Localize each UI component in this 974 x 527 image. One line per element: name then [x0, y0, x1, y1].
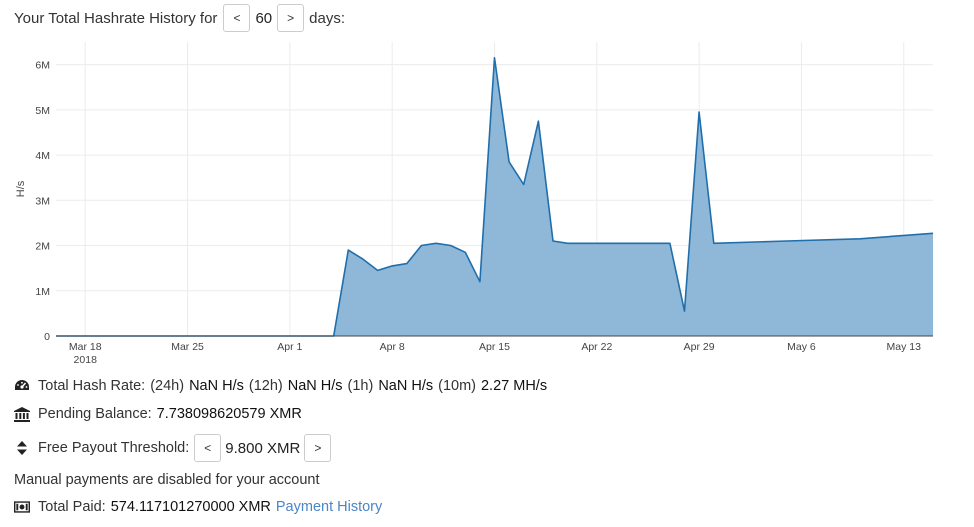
pending-balance-row: Pending Balance: 7.738098620579 XMR: [14, 406, 302, 422]
payout-threshold-label: Free Payout Threshold:: [38, 440, 190, 456]
total-hash-row: Total Hash Rate: (24h) NaN H/s (12h) NaN…: [14, 378, 547, 394]
x-tick-label: Mar 25: [171, 341, 204, 353]
threshold-prev-button[interactable]: <: [194, 434, 222, 462]
total-hash-label: Total Hash Rate:: [38, 378, 146, 394]
manual-payments-note: Manual payments are disabled for your ac…: [14, 472, 320, 488]
hash-10m-period: (10m): [438, 378, 476, 394]
total-paid-label: Total Paid:: [38, 499, 106, 515]
sort-icon: [14, 440, 30, 456]
y-tick-label: 2M: [35, 241, 50, 253]
days-next-button[interactable]: >: [277, 4, 305, 32]
hash-12h-value: NaN H/s: [287, 378, 343, 394]
hashrate-header: Your Total Hashrate History for < 60 > d…: [14, 4, 346, 32]
payout-threshold-row: Free Payout Threshold: < 9.800 XMR >: [14, 434, 332, 462]
threshold-next-button[interactable]: >: [304, 434, 332, 462]
days-value: 60: [255, 9, 273, 27]
x-tick-label: Apr 8: [380, 341, 405, 353]
y-axis-label: H/s: [15, 180, 27, 197]
y-tick-label: 3M: [35, 195, 50, 207]
y-tick-label: 4M: [35, 150, 50, 162]
header-prefix: Your Total Hashrate History for: [14, 9, 218, 27]
x-tick-label: Apr 29: [684, 341, 715, 353]
y-tick-label: 5M: [35, 105, 50, 117]
header-suffix: days:: [309, 9, 346, 27]
total-paid-row: Total Paid: 574.117101270000 XMR Payment…: [14, 499, 382, 515]
dashboard-icon: [14, 378, 30, 394]
pending-balance-label: Pending Balance:: [38, 406, 152, 422]
days-prev-button[interactable]: <: [223, 4, 251, 32]
y-tick-label: 1M: [35, 286, 50, 298]
x-tick-label: May 6: [787, 341, 816, 353]
money-icon: [14, 499, 30, 515]
hash-1h-value: NaN H/s: [378, 378, 434, 394]
hash-12h-period: (12h): [248, 378, 283, 394]
hash-10m-value: 2.27 MH/s: [480, 378, 548, 394]
threshold-value: 9.800 XMR: [225, 439, 301, 457]
payment-history-link[interactable]: Payment History: [275, 499, 383, 515]
x-tick-label: Apr 22: [581, 341, 612, 353]
y-tick-label: 6M: [35, 60, 50, 72]
pending-balance-value: 7.738098620579 XMR: [156, 406, 302, 422]
x-tick-sublabel: 2018: [74, 354, 98, 366]
bank-icon: [14, 406, 30, 422]
hash-24h-period: (24h): [150, 378, 185, 394]
x-tick-label: Apr 1: [277, 341, 302, 353]
x-tick-label: May 13: [887, 341, 922, 353]
x-tick-label: Mar 18: [69, 341, 102, 353]
series-area: [56, 57, 933, 337]
total-paid-value: 574.117101270000 XMR: [110, 499, 271, 515]
y-tick-label: 0: [44, 331, 50, 343]
x-tick-label: Apr 15: [479, 341, 510, 353]
hash-1h-period: (1h): [347, 378, 374, 394]
hash-24h-value: NaN H/s: [189, 378, 244, 394]
series-line: [56, 57, 934, 337]
